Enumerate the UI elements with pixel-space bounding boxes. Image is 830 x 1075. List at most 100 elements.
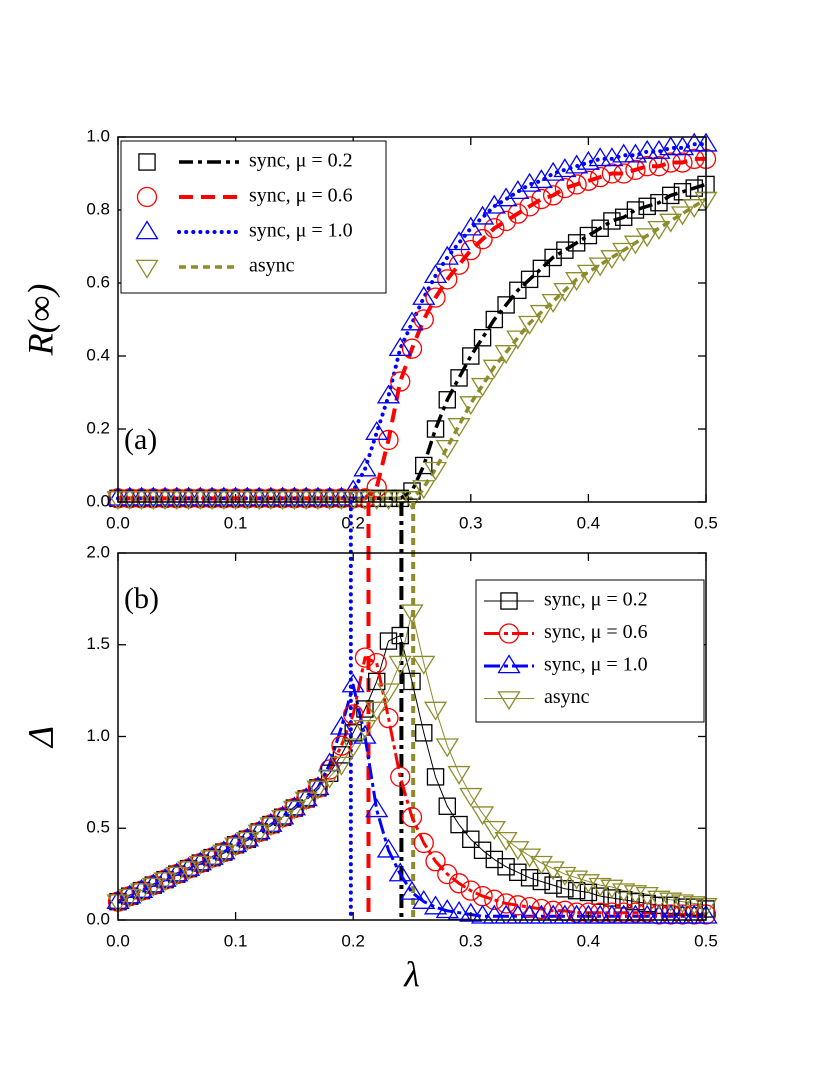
data-point bbox=[670, 904, 695, 924]
data-point bbox=[517, 315, 542, 335]
data-point bbox=[614, 208, 633, 227]
data-point bbox=[388, 862, 412, 882]
data-point bbox=[517, 848, 542, 868]
data-point bbox=[141, 491, 165, 511]
data-point bbox=[391, 626, 409, 645]
data-point bbox=[353, 491, 377, 511]
data-point bbox=[235, 491, 259, 511]
data-point bbox=[625, 159, 646, 181]
data-point bbox=[309, 779, 327, 797]
data-point bbox=[415, 456, 433, 475]
data-point bbox=[271, 486, 295, 506]
data-point bbox=[129, 491, 154, 511]
data-point bbox=[176, 491, 201, 511]
data-point bbox=[365, 701, 389, 721]
data-point bbox=[435, 738, 459, 758]
data-point bbox=[238, 489, 257, 508]
data-point bbox=[661, 186, 680, 205]
legend-marker bbox=[500, 592, 518, 610]
data-point bbox=[247, 491, 271, 511]
data-point bbox=[517, 904, 542, 924]
data-point bbox=[470, 205, 495, 225]
data-point bbox=[612, 143, 636, 163]
data-point bbox=[600, 147, 624, 167]
data-point bbox=[400, 880, 424, 900]
data-point bbox=[448, 873, 470, 894]
data-point bbox=[566, 902, 587, 923]
data-point bbox=[565, 272, 589, 292]
data-point bbox=[542, 185, 564, 206]
data-point bbox=[412, 285, 436, 305]
data-point bbox=[635, 228, 659, 248]
data-point bbox=[329, 715, 354, 735]
data-point bbox=[271, 491, 295, 511]
data-point bbox=[497, 858, 515, 876]
data-point bbox=[306, 491, 330, 511]
data-point bbox=[426, 420, 445, 438]
data-point bbox=[578, 170, 599, 191]
data-point bbox=[176, 486, 201, 506]
data-point bbox=[401, 807, 423, 828]
data-point bbox=[635, 139, 659, 159]
data-point bbox=[684, 148, 705, 170]
data-point bbox=[400, 491, 424, 511]
data-point bbox=[129, 883, 154, 903]
data-point bbox=[282, 800, 307, 820]
data-point bbox=[541, 861, 565, 881]
data-point bbox=[415, 724, 433, 742]
data-point bbox=[532, 259, 551, 278]
data-point bbox=[553, 158, 577, 178]
data-point bbox=[365, 491, 389, 511]
data-point bbox=[506, 180, 530, 200]
data-point bbox=[565, 870, 589, 890]
data-point bbox=[553, 904, 577, 924]
data-point bbox=[588, 877, 612, 897]
data-point bbox=[591, 219, 609, 237]
data-point bbox=[294, 787, 318, 807]
x-tick-label: 0.2 bbox=[341, 513, 365, 532]
legend-label: sync, μ = 1.0 bbox=[249, 220, 353, 242]
x-tick-label: 0.4 bbox=[577, 513, 601, 532]
data-point bbox=[118, 888, 142, 908]
data-point bbox=[660, 152, 681, 173]
data-point bbox=[437, 269, 458, 290]
data-point bbox=[600, 879, 624, 899]
data-point bbox=[579, 883, 598, 902]
data-point bbox=[507, 895, 528, 916]
data-point bbox=[423, 701, 448, 721]
data-point bbox=[379, 489, 398, 508]
x-tick-label: 0.5 bbox=[694, 931, 718, 950]
data-point bbox=[529, 169, 553, 189]
data-point bbox=[250, 489, 268, 508]
data-point bbox=[529, 904, 553, 924]
data-point bbox=[613, 902, 634, 923]
data-point bbox=[329, 491, 354, 511]
data-point bbox=[259, 817, 283, 837]
y-tick-label: 1.0 bbox=[86, 726, 110, 745]
y-tick-label: 0.4 bbox=[86, 345, 110, 364]
data-point bbox=[612, 242, 636, 262]
data-point bbox=[673, 183, 692, 201]
data-point bbox=[637, 156, 658, 177]
data-point bbox=[318, 486, 342, 506]
data-point bbox=[423, 895, 448, 915]
legend-marker bbox=[136, 186, 158, 208]
x-tick-label: 0.4 bbox=[577, 931, 601, 950]
data-point bbox=[271, 809, 295, 829]
data-point bbox=[462, 347, 480, 365]
data-point bbox=[353, 724, 377, 744]
data-point bbox=[247, 824, 271, 844]
data-point bbox=[509, 281, 527, 300]
data-point bbox=[212, 491, 236, 511]
data-point bbox=[626, 892, 645, 911]
data-point bbox=[613, 163, 634, 184]
data-point bbox=[141, 877, 165, 897]
data-point bbox=[366, 652, 387, 674]
x-axis-label: λ bbox=[403, 954, 420, 994]
legend-label: async bbox=[249, 255, 295, 277]
data-point bbox=[390, 766, 411, 788]
data-point bbox=[378, 429, 399, 451]
data-point bbox=[273, 489, 292, 508]
data-point bbox=[118, 491, 142, 511]
data-point bbox=[635, 904, 659, 924]
